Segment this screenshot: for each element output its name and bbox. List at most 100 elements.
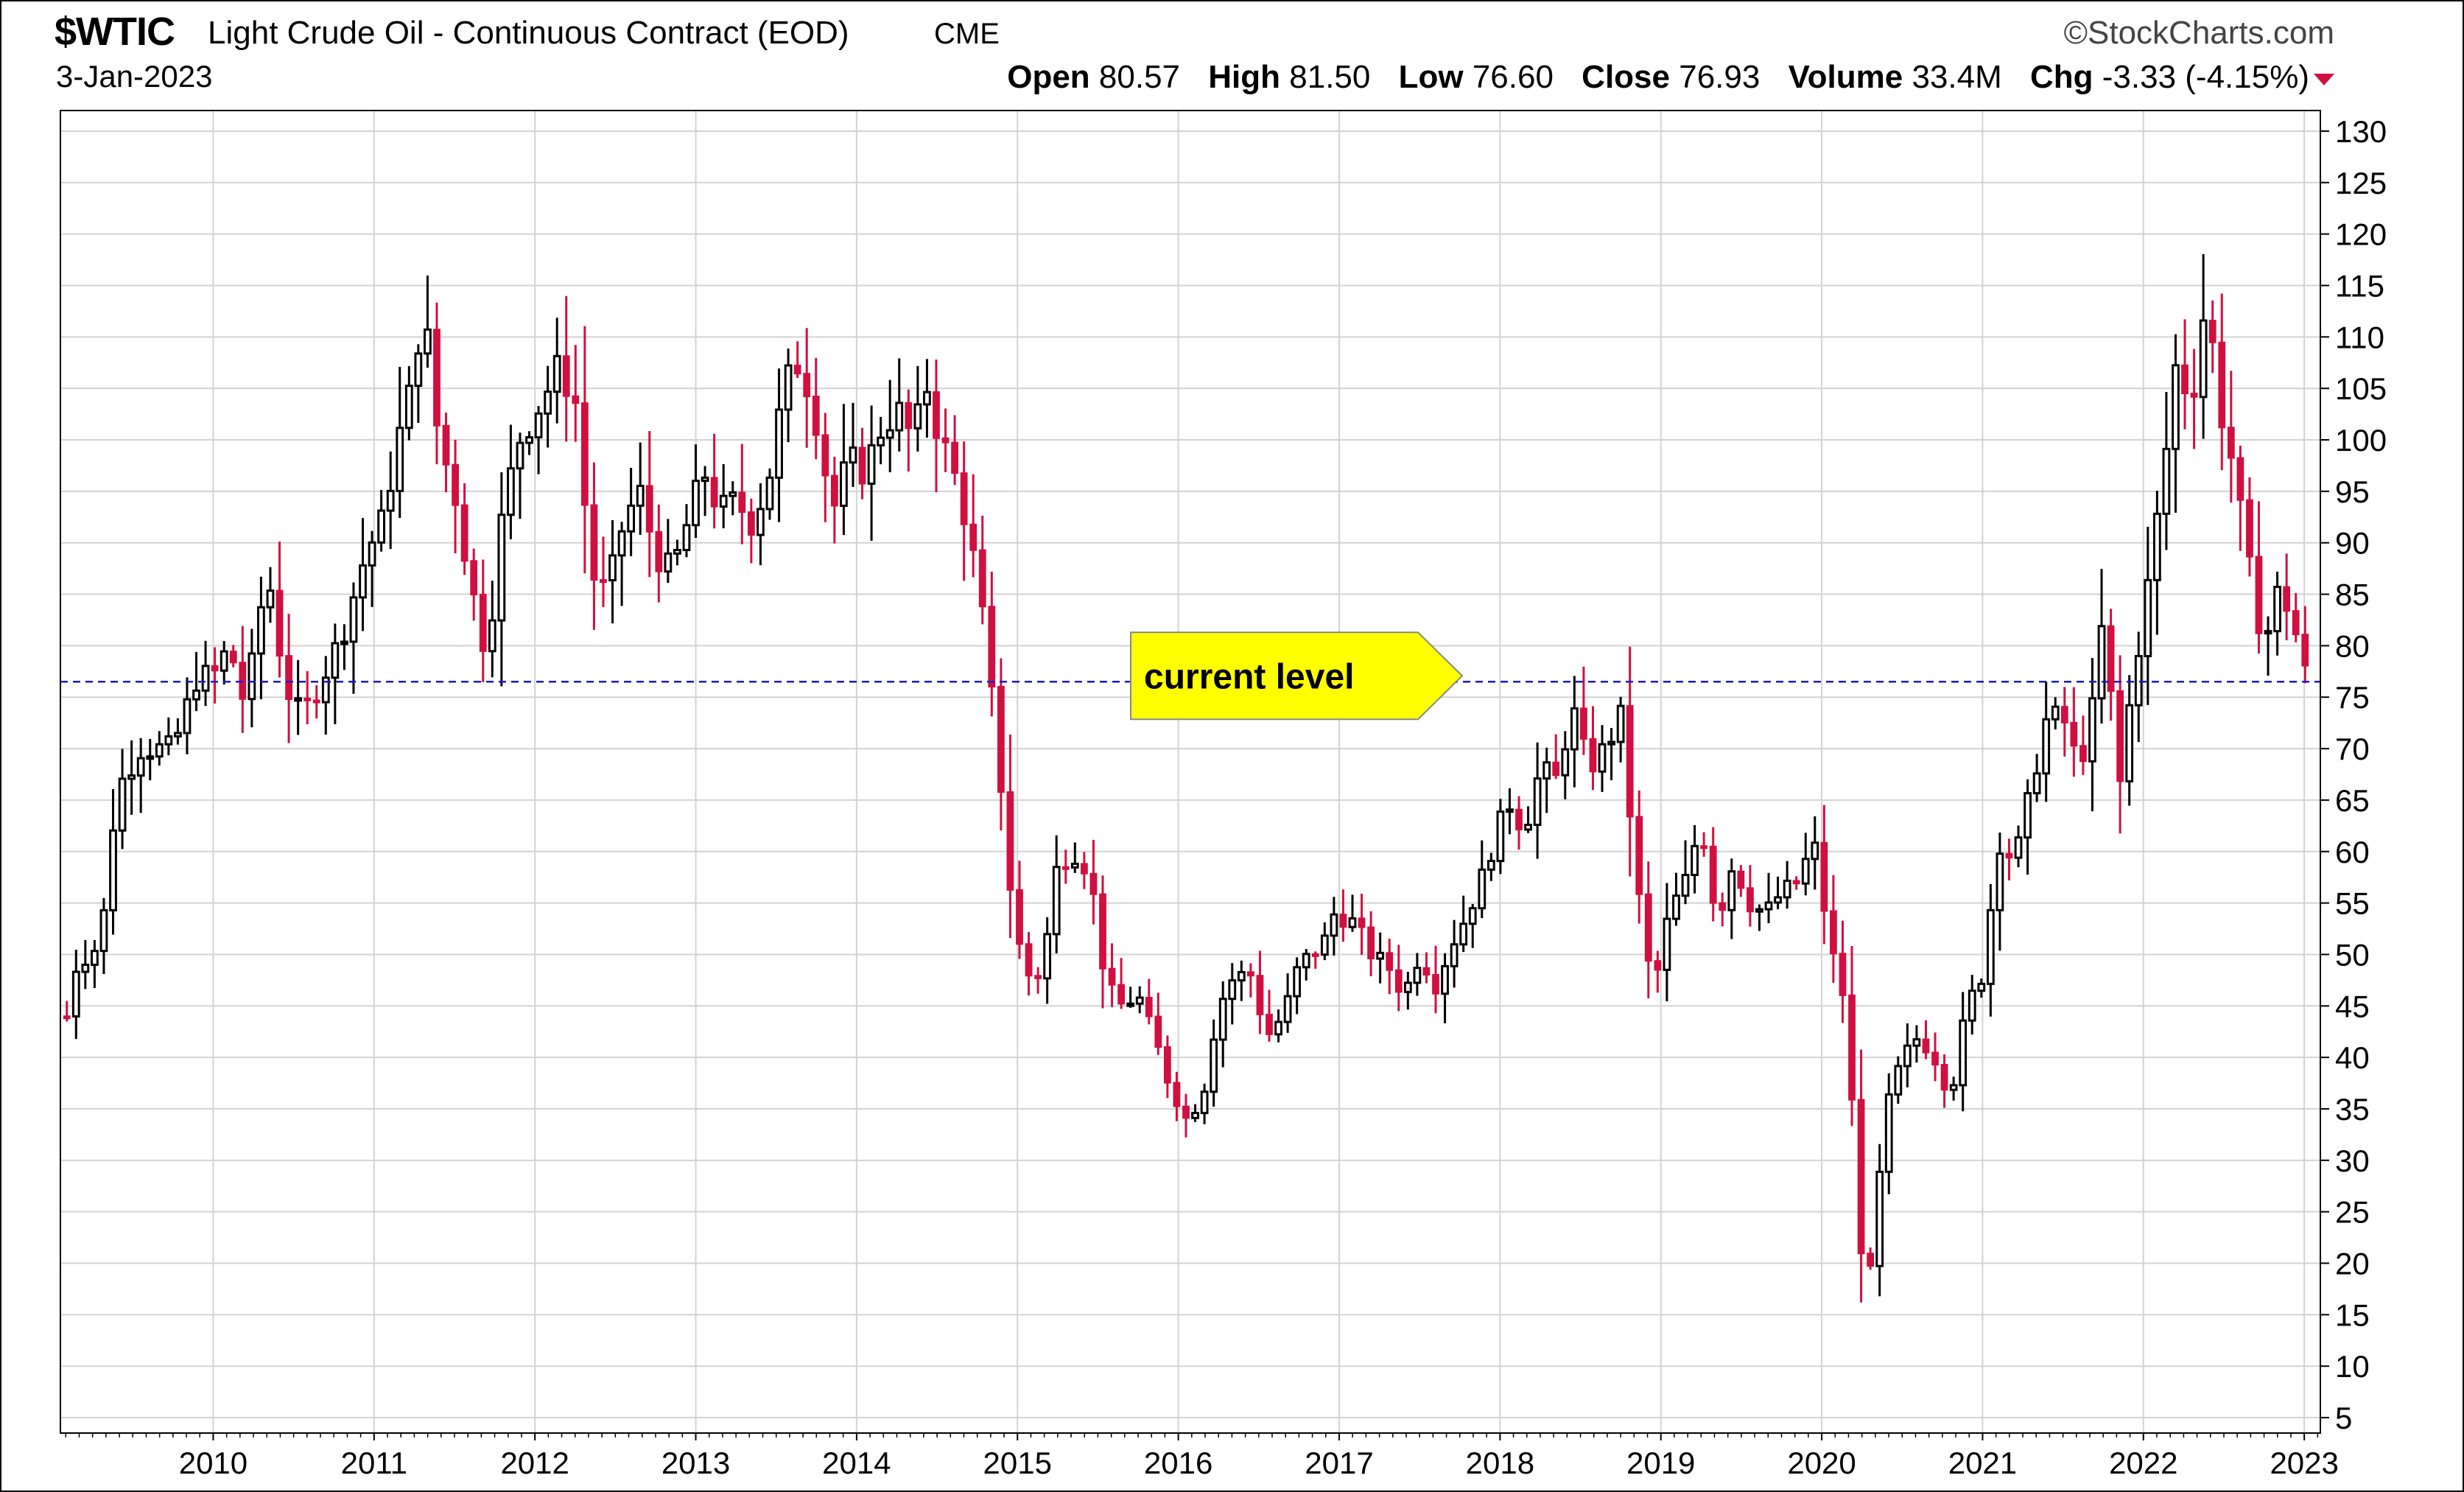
x-tick-label: 2021 xyxy=(1948,1446,2017,1480)
candle-body-up xyxy=(1996,852,2004,911)
candle-body-down xyxy=(933,391,940,439)
candle-body-down xyxy=(1339,914,1347,928)
candle-body-up xyxy=(627,504,636,533)
candle-body-up xyxy=(359,564,367,599)
candle-body-down xyxy=(803,373,811,398)
candle-body-down xyxy=(1182,1105,1190,1119)
candle-body-up xyxy=(1210,1038,1218,1093)
volume-label: Volume xyxy=(1788,59,1903,95)
candle-body-up xyxy=(2144,578,2152,657)
candle-body-up xyxy=(1191,1112,1199,1119)
candle-body-up xyxy=(396,427,404,492)
candle-body-up xyxy=(682,524,691,551)
candle-body-down xyxy=(951,441,958,474)
candle-body-up xyxy=(377,509,386,544)
candle-body-up xyxy=(2024,792,2032,839)
candle-body-down xyxy=(2283,586,2291,612)
y-tick-label: 115 xyxy=(2335,268,2384,303)
y-tick-label: 95 xyxy=(2335,474,2370,509)
candle-body-up xyxy=(617,530,626,557)
candle-body-down xyxy=(1700,845,1708,850)
y-tick-label: 45 xyxy=(2335,989,2370,1023)
candle-body-down xyxy=(590,504,598,581)
candle-body-up xyxy=(525,436,533,444)
candle-body-up xyxy=(136,757,145,777)
volume-value: 33.4M xyxy=(1912,59,2002,95)
candle-body-down xyxy=(1367,926,1375,960)
candle-body-up xyxy=(368,541,376,567)
candle-body-up xyxy=(1598,743,1607,773)
candle-body-down xyxy=(580,402,589,506)
candle-body-down xyxy=(969,523,977,551)
candle-body-down xyxy=(1654,960,1662,971)
x-tick-label: 2019 xyxy=(1626,1446,1695,1480)
candle-body-up xyxy=(331,642,340,679)
x-tick-label: 2018 xyxy=(1466,1446,1534,1480)
ohlc-readout: Open 80.57 High 81.50 Low 76.60 Close 76… xyxy=(1007,59,2309,96)
candle-body-up xyxy=(1052,866,1061,936)
candle-body-up xyxy=(1200,1090,1209,1115)
x-tick-label: 2014 xyxy=(822,1446,891,1480)
candle-body-down xyxy=(2181,364,2189,395)
x-tick-label: 2017 xyxy=(1305,1446,1373,1480)
candle-body-up xyxy=(673,548,681,555)
candle-body-up xyxy=(266,589,275,609)
y-tick-label: 25 xyxy=(2335,1195,2370,1230)
candle-body-up xyxy=(155,743,164,758)
candle-body-up xyxy=(1348,917,1357,928)
candle-body-up xyxy=(1607,740,1615,746)
y-tick-label: 40 xyxy=(2335,1040,2370,1075)
candle-body-up xyxy=(664,552,673,573)
candle-body-down xyxy=(812,396,820,436)
candle-body-up xyxy=(1968,990,1976,1022)
chart-title: Light Crude Oil - Continuous Contract (E… xyxy=(208,15,849,51)
candle-body-down xyxy=(2301,634,2309,667)
candle-body-up xyxy=(1468,907,1477,925)
candle-body-down xyxy=(1719,902,1727,911)
candle-body-up xyxy=(174,732,182,738)
candle-body-up xyxy=(1884,1093,1893,1173)
candle-body-up xyxy=(99,908,108,953)
y-tick-label: 35 xyxy=(2335,1092,2370,1127)
candle-body-up xyxy=(1774,896,1782,904)
candle-body-down xyxy=(747,511,755,536)
candle-body-up xyxy=(1478,868,1487,910)
candle-body-down xyxy=(1820,841,1828,912)
candle-body-down xyxy=(858,446,866,485)
candle-body-down xyxy=(303,697,312,701)
candle-body-down xyxy=(1089,872,1098,895)
candle-body-down xyxy=(1635,816,1643,895)
candle-body-up xyxy=(91,950,99,966)
candle-body-down xyxy=(2227,427,2235,459)
candle-body-down xyxy=(1580,707,1587,740)
high-label: High xyxy=(1208,59,1281,95)
candle-body-up xyxy=(386,489,395,512)
callout-label: current level xyxy=(1144,657,1354,696)
candle-body-up xyxy=(636,484,645,507)
candle-body-down xyxy=(978,549,986,608)
candle-body-up xyxy=(81,963,90,973)
candle-body-down xyxy=(1589,738,1597,773)
candle-body-down xyxy=(1311,953,1319,957)
candle-body-up xyxy=(1293,966,1302,998)
candle-body-up xyxy=(1441,964,1449,995)
candle-body-down xyxy=(1034,975,1042,979)
x-tick-label: 2022 xyxy=(2109,1446,2177,1480)
candle-body-down xyxy=(941,437,950,444)
candle-body-up xyxy=(516,441,524,470)
candle-body-up xyxy=(1801,858,1810,885)
y-tick-label: 80 xyxy=(2335,628,2370,663)
y-tick-label: 85 xyxy=(2335,578,2370,612)
candle-body-up xyxy=(757,508,765,536)
candle-body-up xyxy=(507,467,515,516)
close-value: 76.93 xyxy=(1679,59,1761,95)
x-tick-label: 2020 xyxy=(1787,1446,1856,1480)
candle-body-down xyxy=(960,472,968,525)
candle-body-up xyxy=(1496,810,1505,863)
candle-body-down xyxy=(2079,745,2087,763)
candle-body-up xyxy=(1450,943,1459,967)
candle-body-up xyxy=(2172,364,2180,450)
candle-body-down xyxy=(2236,457,2244,501)
candle-body-up xyxy=(913,403,922,430)
y-tick-label: 90 xyxy=(2335,526,2370,561)
